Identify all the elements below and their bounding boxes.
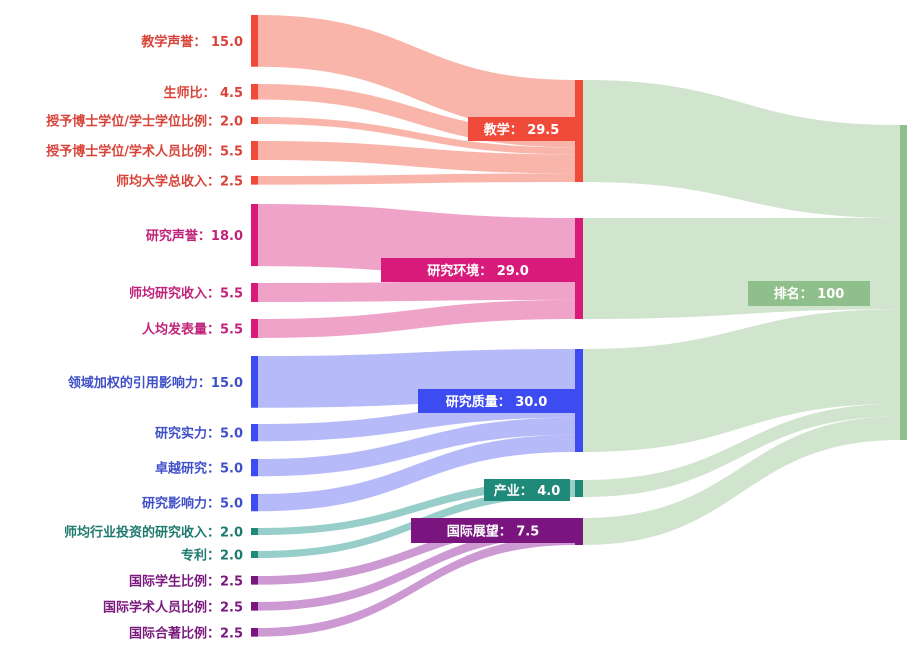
flow-link [258, 280, 575, 302]
source-node[interactable] [251, 84, 258, 100]
category-node[interactable] [575, 218, 583, 319]
flow-link [258, 15, 575, 132]
flow-link [583, 416, 900, 545]
source-node[interactable] [251, 176, 258, 185]
category-label-box [381, 258, 575, 282]
source-label: 国际学术人员比例：2.5 [103, 599, 243, 615]
source-node[interactable] [251, 628, 258, 637]
category-node[interactable] [575, 80, 583, 182]
source-node[interactable] [251, 551, 258, 558]
category-label-box [418, 389, 575, 413]
category-label: 研究环境： 29.0 [427, 263, 529, 279]
category-label-box [484, 479, 570, 501]
source-node[interactable] [251, 319, 258, 338]
flow-link [258, 527, 575, 611]
category-node[interactable] [575, 518, 583, 545]
source-label: 授予博士学位/学士学位比例：2.0 [46, 114, 243, 130]
source-node[interactable] [251, 602, 258, 611]
source-node[interactable] [251, 459, 258, 477]
flow-link [258, 117, 575, 155]
source-node[interactable] [251, 117, 258, 124]
category-label-box [468, 117, 575, 141]
category-node[interactable] [575, 480, 583, 497]
total-label-box [748, 281, 870, 306]
source-node[interactable] [251, 424, 258, 442]
source-label: 国际学生比例：2.5 [129, 573, 243, 589]
category-label: 教学： 29.5 [483, 122, 560, 138]
category-label: 国际展望： 7.5 [447, 524, 540, 540]
source-node[interactable] [251, 356, 258, 408]
flow-link [258, 518, 575, 585]
source-node[interactable] [251, 494, 258, 512]
nodes [251, 15, 907, 637]
source-node[interactable] [251, 576, 258, 585]
source-node[interactable] [251, 204, 258, 267]
flows [258, 15, 900, 637]
flow-link [258, 480, 575, 535]
source-label: 师均研究收入：5.5 [129, 285, 243, 301]
flow-link [258, 141, 575, 174]
total-label: 排名： 100 [774, 286, 845, 302]
source-node[interactable] [251, 528, 258, 535]
total-node[interactable] [900, 125, 907, 440]
category-label: 产业： 4.0 [494, 483, 561, 499]
source-node[interactable] [251, 15, 258, 67]
category-node[interactable] [575, 349, 583, 452]
flow-link [258, 173, 575, 185]
source-label: 师均行业投资的研究收入：2.0 [64, 525, 243, 541]
source-label: 授予博士学位/学术人员比例：5.5 [46, 143, 243, 159]
source-label: 卓越研究：5.0 [155, 461, 243, 477]
flow-link [583, 403, 900, 497]
flow-link [258, 299, 575, 338]
source-label: 研究影响力：5.0 [142, 496, 243, 512]
labels: 教学声誉： 15.0 生师比： 4.5 授予博士学位/学士学位比例：2.0 授予博士学… [46, 34, 870, 641]
flow-link [583, 80, 900, 218]
source-label: 领域加权的引用影响力：15.0 [68, 375, 243, 391]
source-label: 人均发表量：5.5 [142, 321, 243, 337]
flow-link [258, 536, 575, 637]
source-label: 研究实力：5.0 [155, 426, 243, 442]
source-node[interactable] [251, 141, 258, 160]
source-label: 教学声誉： 15.0 [140, 34, 243, 50]
source-node[interactable] [251, 283, 258, 302]
flow-link [258, 434, 575, 512]
category-label: 研究质量： 30.0 [446, 394, 548, 410]
flow-link [258, 417, 575, 477]
source-label: 生师比： 4.5 [163, 85, 243, 101]
source-label: 国际合著比例：2.5 [129, 625, 243, 641]
category-label-box [411, 518, 575, 543]
source-label: 专利：2.0 [181, 548, 243, 564]
source-label: 师均大学总收入：2.5 [116, 173, 243, 189]
source-label: 研究声誉：18.0 [146, 228, 243, 244]
flow-link [583, 309, 900, 452]
